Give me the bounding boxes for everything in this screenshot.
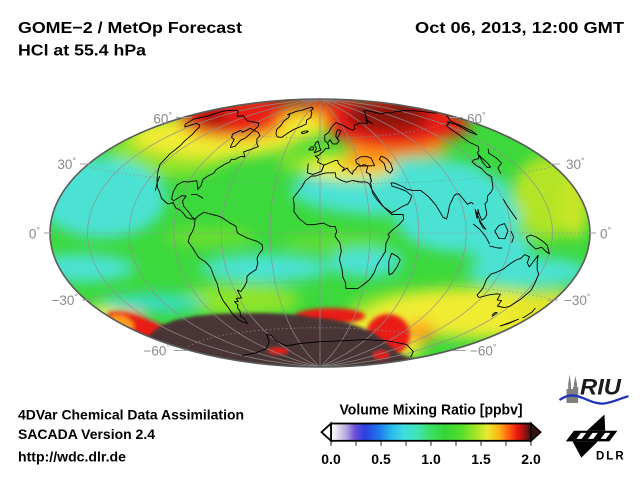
- svg-text:−30°: −30°: [564, 292, 591, 308]
- svg-text:Volume Mixing Ratio [ppbv]: Volume Mixing Ratio [ppbv]: [340, 401, 523, 418]
- svg-text:GOME−2 / MetOp Forecast: GOME−2 / MetOp Forecast: [18, 20, 243, 37]
- svg-text:1.5: 1.5: [471, 451, 491, 467]
- svg-text:1.0: 1.0: [421, 451, 441, 467]
- svg-text:SACADA Version 2.4: SACADA Version 2.4: [18, 426, 155, 442]
- svg-text:4DVar Chemical Data Assimilati: 4DVar Chemical Data Assimilation: [18, 407, 244, 423]
- svg-text:−60°: −60°: [470, 343, 497, 359]
- svg-text:2.0: 2.0: [521, 451, 541, 467]
- svg-text:http://wdc.dlr.de: http://wdc.dlr.de: [18, 449, 126, 465]
- svg-text:60°: 60°: [467, 111, 486, 127]
- svg-text:0°: 0°: [600, 226, 612, 242]
- svg-text:30°: 30°: [57, 156, 76, 172]
- svg-text:0.0: 0.0: [321, 451, 341, 467]
- svg-text:−60°: −60°: [143, 343, 170, 359]
- svg-text:0°: 0°: [29, 226, 41, 242]
- svg-text:Oct 06, 2013, 12:00 GMT: Oct 06, 2013, 12:00 GMT: [415, 20, 624, 37]
- svg-text:60°: 60°: [153, 111, 172, 127]
- svg-text:30°: 30°: [566, 156, 585, 172]
- svg-text:HCl at 55.4 hPa: HCl at 55.4 hPa: [18, 43, 146, 60]
- svg-text:RIU: RIU: [580, 375, 622, 400]
- svg-text:0.5: 0.5: [371, 451, 391, 467]
- svg-text:DLR: DLR: [596, 451, 626, 463]
- svg-text:−30°: −30°: [51, 292, 78, 308]
